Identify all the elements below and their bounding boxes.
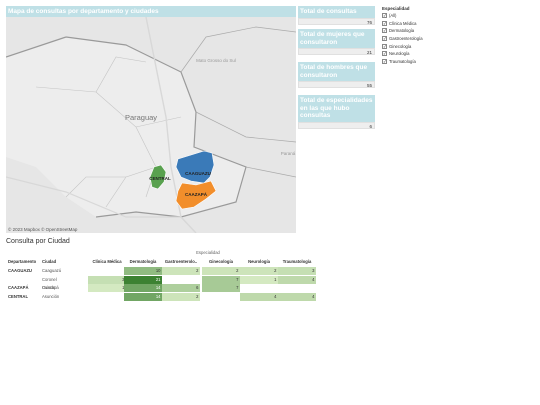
table-cell[interactable] — [88, 292, 126, 301]
map-label-central: CENTRAL — [149, 176, 171, 181]
table-cell[interactable]: 3 — [88, 275, 126, 284]
filter-item-gastroenterologia[interactable]: ✓ Gastroenterología — [382, 35, 462, 43]
table-cell[interactable]: 6 — [162, 284, 200, 293]
checkbox-icon[interactable]: ✓ — [382, 58, 387, 64]
checkbox-icon[interactable]: ✓ — [382, 51, 387, 57]
filter-item-label: Clínica Médica — [389, 20, 417, 26]
kpi-total-hombres: Total de hombres que consultaron 55 — [298, 62, 375, 88]
region-central — [149, 164, 167, 190]
table-cell[interactable]: 14 — [124, 284, 162, 293]
table-cell[interactable]: 7 — [202, 284, 240, 293]
column-header: Gastroenterolo.. — [164, 259, 198, 264]
checkbox-icon[interactable]: ✓ — [382, 43, 387, 49]
table-cell[interactable]: 3 — [278, 267, 316, 275]
checkbox-icon[interactable]: ✓ — [382, 13, 387, 19]
table-cell[interactable]: 14 — [124, 292, 162, 301]
filter-item-label: (All) — [389, 13, 397, 19]
kpi-title: Total de mujeres que consultaron — [298, 29, 375, 48]
filter-item-clinica-medica[interactable]: ✓ Clínica Médica — [382, 20, 462, 28]
table-cell[interactable] — [240, 284, 278, 293]
row-city: Coronel Oviedo — [42, 276, 57, 290]
kpi-value: 55 — [298, 81, 375, 88]
kpi-total-especialidades: Total de especialidades en las que hubo … — [298, 95, 375, 129]
filter-item-ginecologia[interactable]: ✓ Ginecología — [382, 42, 462, 50]
table-cell[interactable]: 4 — [278, 292, 316, 301]
column-header: Neurología — [248, 259, 270, 264]
region-caaguazu — [175, 150, 215, 184]
row-dept: CAAGUAZU — [8, 268, 32, 273]
map-attribution: © 2023 Mapbox © OpenStreetMap — [8, 227, 78, 232]
filter-item-dermatologia[interactable]: ✓ Dermatología — [382, 27, 462, 35]
filter-item-neurologia[interactable]: ✓ Neurología — [382, 50, 462, 58]
column-header: Ginecología — [209, 259, 233, 264]
kpi-title: Total de consultas — [298, 6, 375, 18]
section-title: Consulta por Ciudad — [6, 238, 70, 245]
row-city: Caaguazú — [42, 268, 62, 273]
map-title: Mapa de consultas por departamento y ciu… — [6, 6, 296, 17]
table-cell[interactable] — [202, 292, 240, 301]
row-dept: CAAZAPÁ — [8, 285, 29, 291]
checkbox-icon[interactable]: ✓ — [382, 20, 387, 26]
table-cell[interactable] — [162, 275, 200, 284]
filter-item-label: Traumatología — [389, 58, 416, 64]
filter-item-traumatologia[interactable]: ✓ Traumatología — [382, 58, 462, 66]
table-cell[interactable]: 2 — [240, 267, 278, 275]
filter-item-label: Dermatología — [389, 28, 415, 34]
filter-item-label: Ginecología — [389, 43, 412, 49]
table-cell[interactable] — [88, 267, 126, 275]
column-header: Traumatología — [282, 259, 312, 264]
map-label-parana: Paraná — [281, 151, 296, 156]
column-header: Clínica Médica — [92, 259, 122, 264]
table-cell[interactable]: 1 — [240, 275, 278, 284]
region-caazapa — [175, 180, 217, 210]
filter-item-label: Neurología — [389, 51, 410, 57]
map-label-brazil-state: Mato Grosso do Sul — [196, 58, 236, 63]
table-cell[interactable] — [278, 284, 316, 293]
table-cell[interactable]: 2 — [162, 267, 200, 275]
map-label-caazapa: CAAZAPÁ — [185, 191, 208, 197]
row-header: Ciudad — [42, 259, 57, 264]
table-group-header: Especialidad — [196, 250, 220, 255]
row-city: Asunción — [42, 293, 60, 299]
map-canvas[interactable]: Paraguay Mato Grosso do Sul Paraná CAAGU… — [6, 17, 296, 233]
table-cell[interactable]: 4 — [278, 275, 316, 284]
table-cell[interactable]: 7 — [202, 275, 240, 284]
checkbox-icon[interactable]: ✓ — [382, 36, 387, 42]
table-cell[interactable]: 4 — [240, 292, 278, 301]
kpi-title: Total de hombres que consultaron — [298, 62, 375, 81]
especialidad-filter: Especialidad ✓ (All) ✓ Clínica Médica ✓ Der… — [382, 6, 462, 65]
checkbox-icon[interactable]: ✓ — [382, 28, 387, 34]
map-label-country: Paraguay — [125, 113, 157, 122]
filter-title: Especialidad — [382, 6, 410, 11]
map-label-caaguazu: CAAGUAZU — [185, 171, 211, 176]
table-cell[interactable]: 21 — [124, 275, 162, 284]
kpi-total-mujeres: Total de mujeres que consultaron 21 — [298, 29, 375, 55]
kpi-value: 21 — [298, 48, 375, 55]
kpi-value: 76 — [298, 17, 375, 25]
filter-item-all[interactable]: ✓ (All) — [382, 12, 462, 20]
kpi-title: Total de especialidades en las que hubo … — [298, 95, 375, 122]
table-cell[interactable]: 2 — [202, 267, 240, 275]
column-header: Dermatología — [129, 259, 157, 264]
row-city: Caazapá — [42, 285, 59, 291]
map-view[interactable]: Paraguay Mato Grosso do Sul Paraná CAAGU… — [6, 17, 296, 233]
filter-item-label: Gastroenterología — [389, 36, 423, 42]
kpi-total-consultas: Total de consultas 76 — [298, 6, 375, 25]
table-cell[interactable]: 1 — [88, 284, 126, 293]
row-header: Departamento — [8, 259, 37, 264]
table-cell[interactable]: 2 — [162, 292, 200, 301]
table-cell[interactable]: 10 — [124, 267, 162, 275]
kpi-value: 6 — [298, 121, 375, 129]
row-dept: CENTRAL — [8, 293, 29, 299]
